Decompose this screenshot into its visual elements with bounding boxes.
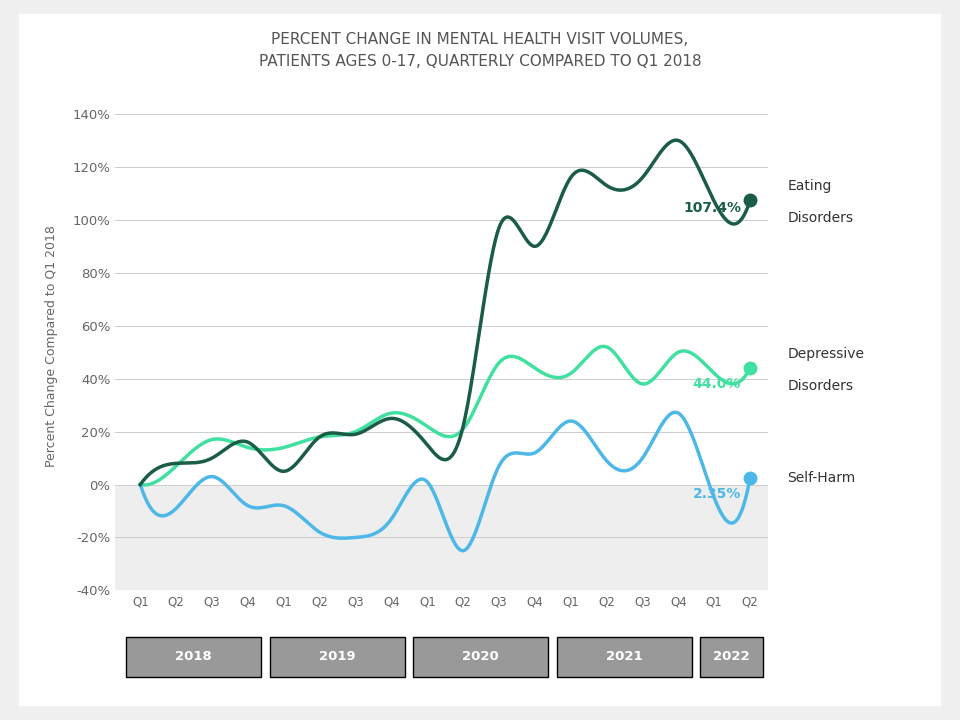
Text: 44.0%: 44.0% — [693, 377, 741, 391]
Text: 2018: 2018 — [176, 650, 212, 664]
Text: 2019: 2019 — [319, 650, 355, 664]
Text: PERCENT CHANGE IN MENTAL HEALTH VISIT VOLUMES,: PERCENT CHANGE IN MENTAL HEALTH VISIT VO… — [272, 32, 688, 48]
Y-axis label: Percent Change Compared to Q1 2018: Percent Change Compared to Q1 2018 — [45, 225, 59, 467]
Text: 2020: 2020 — [462, 650, 499, 664]
Text: PATIENTS AGES 0-17, QUARTERLY COMPARED TO Q1 2018: PATIENTS AGES 0-17, QUARTERLY COMPARED T… — [258, 54, 702, 69]
Text: 2022: 2022 — [713, 650, 750, 664]
Text: Disorders: Disorders — [787, 211, 853, 225]
Text: Disorders: Disorders — [787, 379, 853, 393]
Text: 2021: 2021 — [606, 650, 642, 664]
Text: 107.4%: 107.4% — [684, 202, 741, 215]
Bar — [115, 485, 768, 590]
Text: 2.35%: 2.35% — [693, 487, 741, 501]
Text: Self-Harm: Self-Harm — [787, 472, 855, 485]
Text: Eating: Eating — [787, 179, 831, 193]
Text: Depressive: Depressive — [787, 347, 864, 361]
